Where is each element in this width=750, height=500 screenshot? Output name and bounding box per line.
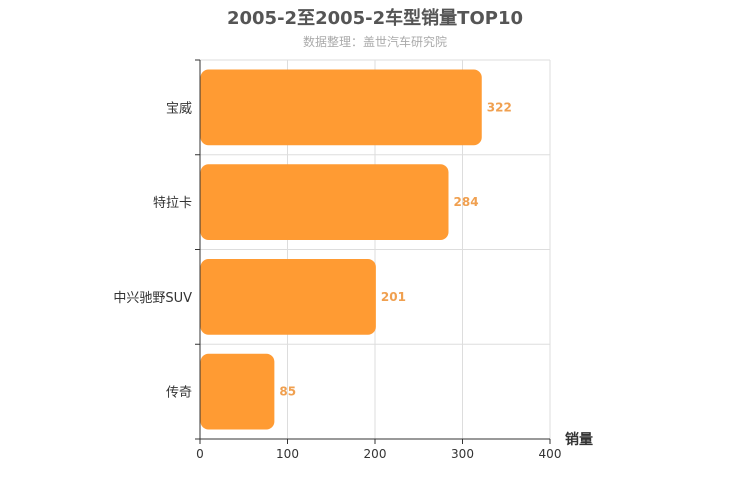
chart-subtitle: 数据整理：盖世汽车研究院 xyxy=(302,35,447,49)
category-label: 中兴驰野SUV xyxy=(113,291,192,306)
x-tick-label: 200 xyxy=(364,447,387,461)
bar xyxy=(200,353,275,430)
bar-value-label: 85 xyxy=(279,385,296,399)
bar-value-label: 201 xyxy=(381,290,406,304)
x-tick-label: 400 xyxy=(539,447,562,461)
bar-value-label: 284 xyxy=(454,195,479,209)
bar xyxy=(200,69,482,146)
x-tick-label: 300 xyxy=(451,447,474,461)
category-label: 特拉卡 xyxy=(153,196,192,211)
bar-value-label: 322 xyxy=(487,100,512,114)
x-tick-label: 0 xyxy=(196,447,204,461)
x-tick-label: 100 xyxy=(276,447,299,461)
bar xyxy=(200,164,449,241)
x-axis-label: 销量 xyxy=(565,431,593,448)
chart-title: 2005-2至2005-2车型销量TOP10 xyxy=(226,8,523,29)
category-label: 传奇 xyxy=(166,385,192,401)
category-label: 宝威 xyxy=(166,101,192,116)
bar xyxy=(200,258,376,335)
